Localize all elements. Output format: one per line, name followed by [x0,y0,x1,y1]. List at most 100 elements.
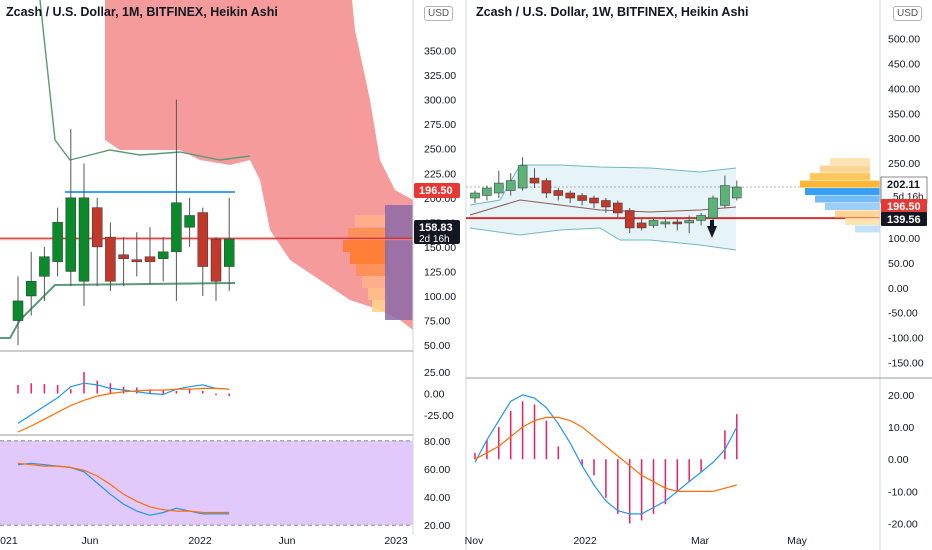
candle-body [25,281,37,297]
weekly-candle-body [732,186,742,199]
weekly-candle-body [624,210,635,229]
right-macd-tick: -10.00 [888,486,918,498]
left-macd-tick: -25.00 [424,410,454,422]
candle-body [223,238,235,267]
right-band-fill [470,165,736,250]
left-upper-price-label: 196.50 [419,185,453,197]
left-time-tick: Jun [279,535,296,547]
right-volume-profile-bar [815,195,880,203]
left-price-tick: 325.00 [424,70,456,82]
right-level2-label-bg [881,212,927,226]
candle-body [12,300,24,321]
candle-body [118,254,129,259]
right-macd-line [474,394,738,515]
left-macd-tick: 25.00 [424,367,450,379]
weekly-candle-body [720,185,730,206]
right-price-tick: -100.00 [888,333,924,345]
left-macd-line [17,382,230,424]
right-price-tick: 400.00 [888,83,920,95]
volume-profile-bar [343,240,388,252]
weekly-candle-body [589,197,599,204]
weekly-candle-body [636,222,647,229]
candle-body [105,236,116,282]
lower-band-line [0,282,236,339]
left-rsi-signal-line [17,462,230,514]
cursor-arrow-icon [707,220,717,238]
volume-profile-bar [348,228,388,240]
left-price-tick: 350.00 [424,46,456,58]
right-current-price-label: 202.11 [887,179,920,191]
left-countdown-label: 2d 16h [419,234,450,245]
weekly-candle-body [577,195,587,201]
volume-profile-bar [368,288,388,300]
candle-body [91,207,103,248]
candle-body [171,202,182,253]
left-rsi-tick: 60.00 [424,464,450,476]
volume-profile-bar [350,252,388,264]
right-level1-label-bg [881,199,927,213]
left-current-price-label-bg [414,220,460,244]
left-price-tick: 150.00 [424,242,456,254]
right-macd-tick: 0.00 [888,454,909,466]
left-rsi-band [0,440,413,526]
volume-profile-bar [362,276,388,288]
right-currency-button[interactable]: USD [893,6,923,21]
right-volume-profile-bar [830,158,870,166]
volume-profile-bar [372,300,388,312]
right-volume-profile-bar [800,180,880,188]
right-current-price-label-bg [880,176,928,204]
weekly-candle-body [505,180,516,191]
candle-body [184,215,195,228]
weekly-candle-body [601,200,611,208]
candle-body [131,259,143,262]
left-chart-title: Zcash / U.S. Dollar, 1M, BITFINEX, Heiki… [6,5,278,19]
right-volume-profile-bar [825,202,880,210]
right-price-tick: 500.00 [888,33,920,45]
right-price-tick: -50.00 [888,308,918,320]
left-price-tick: 250.00 [424,144,456,156]
volume-profile-bar [356,264,388,276]
candle-body [157,251,169,259]
left-price-tick: 275.00 [424,119,456,131]
right-lower-band [469,227,737,251]
right-signal-line [474,416,737,492]
weekly-candle-body [553,190,564,196]
right-volume-profile-bar [835,210,880,218]
right-price-tick: 250.00 [888,158,920,170]
left-currency-button[interactable]: USD [424,6,454,21]
right-countdown-label: 5d 16h [893,192,924,203]
left-price-tick: 300.00 [424,95,456,107]
candle-body [210,238,222,282]
right-macd-tick: 20.00 [888,390,914,402]
right-price-tick: 350.00 [888,108,920,120]
candle-body [144,256,156,262]
right-time-tick: 2022 [573,535,597,547]
weekly-candle-body [494,182,504,194]
left-time-tick: 2023 [384,535,408,547]
left-time-tick: 2021 [0,535,18,547]
right-volume-profile-bar [810,173,870,181]
candle-body [39,256,50,277]
weekly-candle-body [482,187,492,196]
left-time-tick: 2022 [188,535,212,547]
left-signal-line [17,387,230,433]
right-price-tick: 50.00 [888,258,914,270]
candle-body [65,197,77,272]
candle-body [197,212,209,267]
cloud-area [105,0,413,330]
right-macd-tick: -20.00 [888,519,918,531]
right-chart-title: Zcash / U.S. Dollar, 1W, BITFINEX, Heiki… [476,5,749,19]
left-upper-price-label-bg [414,183,460,198]
right-upper-band [469,164,737,206]
right-price-tick: 450.00 [888,58,920,70]
left-macd-tick: 0.00 [424,389,445,401]
weekly-candle-body [708,197,718,219]
left-rsi-tick: 80.00 [424,436,450,448]
left-price-tick: 225.00 [424,168,456,180]
weekly-candle-body [696,215,706,221]
left-price-tick: 100.00 [424,291,456,303]
right-time-tick: May [787,535,808,547]
candle-body [52,222,63,262]
weekly-candle-body [613,202,623,214]
